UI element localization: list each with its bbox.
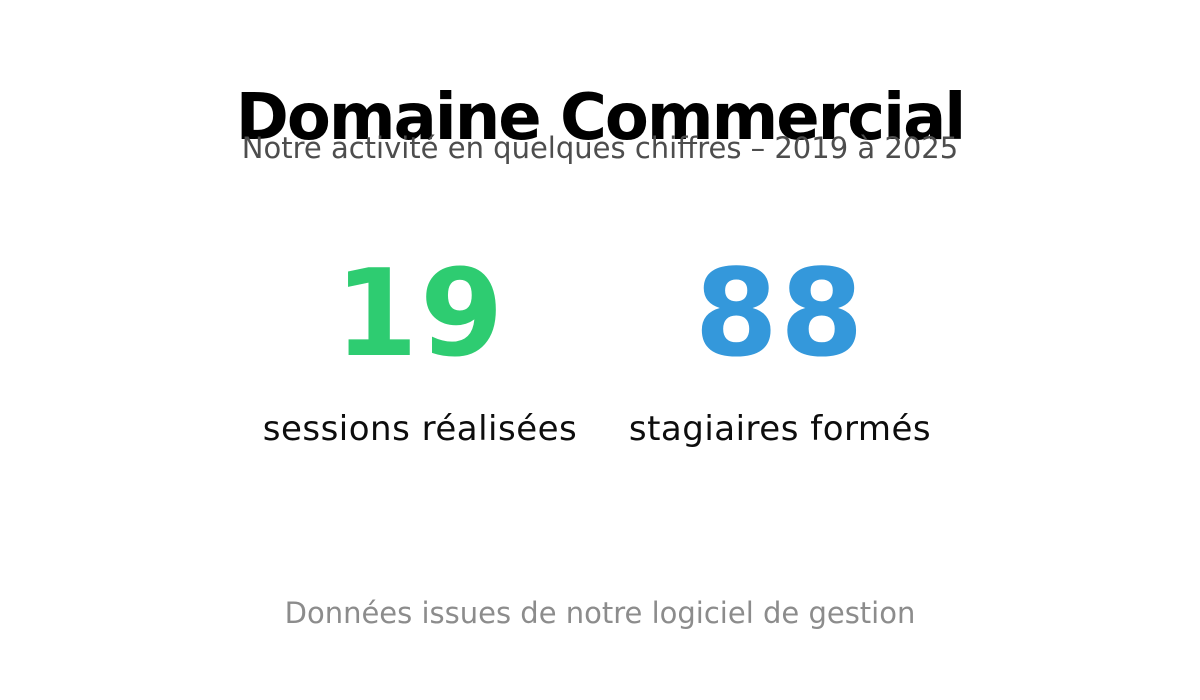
stat-label-sessions: sessions réalisées	[262, 409, 578, 449]
stat-value-stagiaires: 88	[694, 245, 866, 384]
page-title: Domaine Commercial	[235, 80, 966, 155]
stat-sessions: 19 sessions réalisées	[240, 255, 600, 450]
stat-value-sessions: 19	[334, 245, 506, 384]
stat-label-stagiaires: stagiaires formés	[628, 409, 932, 449]
stats-row: 19 sessions réalisées 88 stagiaires form…	[0, 255, 1200, 450]
stat-stagiaires: 88 stagiaires formés	[600, 255, 960, 450]
page-subtitle: Notre activité en quelques chiffres – 20…	[241, 131, 959, 165]
footer-note: Données issues de notre logiciel de gest…	[284, 596, 916, 630]
